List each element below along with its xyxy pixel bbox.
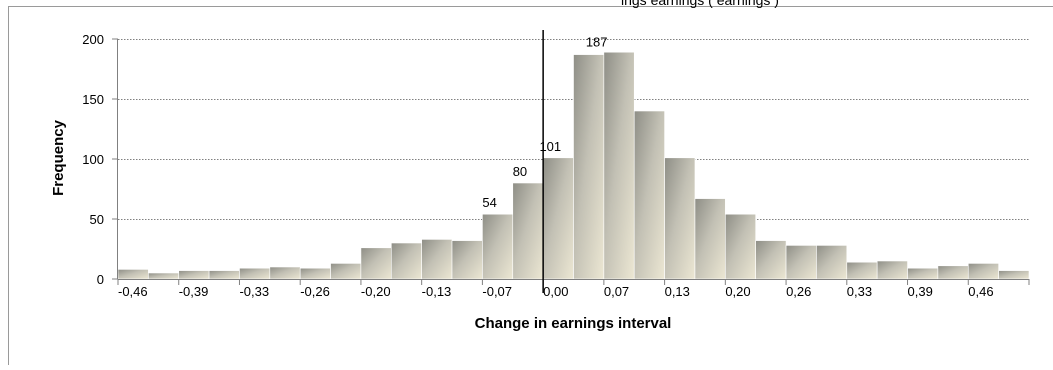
y-axis: 0 50 100 150 200 xyxy=(82,32,118,287)
histogram-bar xyxy=(390,242,422,280)
histogram-bar xyxy=(967,263,999,280)
x-tick-label: -0,07 xyxy=(482,284,512,299)
data-label: 54 xyxy=(482,195,496,210)
x-tick-label: -0,46 xyxy=(118,284,148,299)
histogram-bar xyxy=(846,261,878,280)
histogram-bar xyxy=(725,213,757,280)
histogram-bar xyxy=(512,182,544,280)
y-tick-label: 50 xyxy=(90,212,104,227)
x-tick-label: 0,13 xyxy=(665,284,690,299)
x-tick-label: 0,46 xyxy=(968,284,993,299)
histogram-bar xyxy=(573,54,605,280)
data-label: 187 xyxy=(586,35,608,50)
x-tick-label: -0,20 xyxy=(361,284,391,299)
x-tick-label: 0,33 xyxy=(847,284,872,299)
histogram-bar xyxy=(664,157,696,280)
histogram-bar xyxy=(178,270,210,280)
x-tick-label: -0,13 xyxy=(422,284,452,299)
y-tick-label: 0 xyxy=(97,272,104,287)
histogram-bar xyxy=(360,247,392,280)
histogram-bar xyxy=(937,265,969,280)
x-axis: -0,46 -0,39 -0,33 -0,26 -0,20 -0,13 -0,07 0,00 0… xyxy=(117,30,1030,299)
histogram-bar xyxy=(785,245,817,280)
histogram-bar xyxy=(998,270,1030,280)
histogram-bar xyxy=(239,267,271,280)
histogram-bar xyxy=(451,240,483,280)
data-labels: 54 80 101 187 xyxy=(482,35,607,211)
x-tick-label: 0,00 xyxy=(543,284,568,299)
chart-title: ings earnings ( earnings ) xyxy=(621,0,779,8)
histogram-bar xyxy=(148,272,180,280)
histogram-bar xyxy=(482,213,514,280)
x-tick-label: 0,20 xyxy=(725,284,750,299)
histogram-bar xyxy=(633,110,665,280)
y-axis-title: Frequency xyxy=(50,119,67,196)
histogram-bar xyxy=(542,157,574,280)
histogram-bar xyxy=(694,198,726,280)
histogram-bar xyxy=(816,245,848,280)
data-label: 101 xyxy=(539,139,561,154)
x-tick-label: 0,39 xyxy=(908,284,933,299)
histogram-bar xyxy=(269,266,301,280)
histogram-bar xyxy=(330,263,362,280)
x-axis-title: Change in earnings interval xyxy=(475,315,672,332)
histogram-bar xyxy=(907,267,939,280)
histogram-bar xyxy=(876,260,908,280)
y-tick-label: 100 xyxy=(82,152,104,167)
x-tick-label: -0,39 xyxy=(179,284,209,299)
x-tick-label: 0,07 xyxy=(604,284,629,299)
x-tick-label: 0,26 xyxy=(786,284,811,299)
histogram-bar xyxy=(603,51,635,280)
histogram-bar xyxy=(299,267,331,280)
histogram-bar xyxy=(117,269,149,280)
x-tick-label: -0,33 xyxy=(239,284,269,299)
y-tick-label: 200 xyxy=(82,32,104,47)
gridlines xyxy=(118,39,1029,220)
x-tick-label: -0,26 xyxy=(300,284,330,299)
bars xyxy=(117,51,1030,280)
y-tick-label: 150 xyxy=(82,92,104,107)
histogram-bar xyxy=(208,270,240,280)
data-label: 80 xyxy=(513,164,527,179)
histogram-bar xyxy=(755,240,787,280)
histogram-bar xyxy=(421,239,453,280)
